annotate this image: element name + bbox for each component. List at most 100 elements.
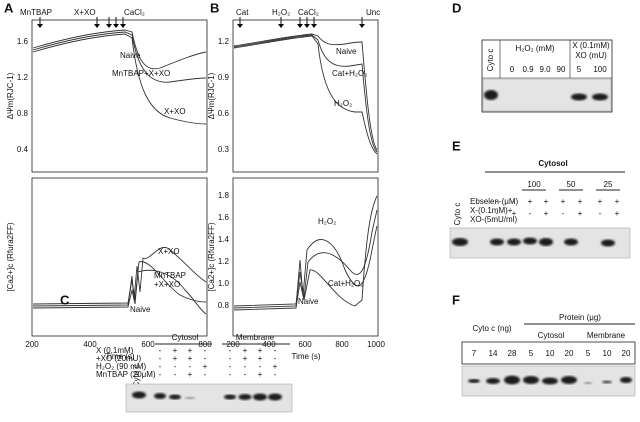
sign: + (203, 362, 208, 371)
plot-frame (232, 177, 379, 337)
y-tick-label: 1.4 (218, 235, 230, 244)
marker-label: Unc (366, 8, 380, 17)
sign: + (258, 354, 263, 363)
sign: - (259, 362, 262, 371)
lane-frame (461, 341, 636, 365)
sign: + (173, 354, 178, 363)
plot-frame (31, 177, 208, 337)
sign: + (615, 209, 620, 218)
trace-label: MnTBAP (154, 271, 186, 280)
blot (125, 383, 293, 413)
bands (132, 391, 282, 401)
x-tick-label: 400 (262, 340, 276, 349)
sign: - (174, 362, 177, 371)
trace-label: Cat+H₂O₂ (328, 279, 363, 288)
header: H₂O₂ (mM) (515, 44, 554, 53)
sign: + (188, 346, 193, 355)
row-label: X (0.1mM) (96, 346, 134, 355)
marker-label: Cat (236, 8, 249, 17)
marker-label: CaCl₂ (298, 8, 319, 17)
y-tick-label: 1.2 (218, 257, 230, 266)
y-tick-label: 0.6 (218, 109, 230, 118)
y-axis-label: ΔΨm(RJC-1) (6, 72, 15, 119)
lane-label: 14 (489, 349, 498, 358)
panel-label: A (4, 0, 14, 15)
sign: - (189, 362, 192, 371)
lane-label: 28 (508, 349, 517, 358)
panel-label: D (452, 0, 461, 15)
sign: + (188, 370, 193, 379)
sign: + (512, 209, 517, 218)
traces (233, 195, 378, 311)
lane-label: 7 (472, 349, 477, 358)
sign: - (274, 354, 277, 363)
row-label: +XO (20mU) (96, 354, 141, 363)
sign: + (188, 354, 193, 363)
trace-label: Cat+H₂O₂ (332, 69, 367, 78)
blot (482, 78, 612, 112)
trace-label: H₂O₂ (334, 99, 352, 108)
sign: + (173, 346, 178, 355)
dose-label: 100 (527, 180, 541, 189)
sign-grid: - - + + + + + + - + - + - + - + (496, 197, 620, 218)
lane-label: Cyto c (132, 365, 141, 388)
bands (484, 90, 608, 101)
sign: - (229, 362, 232, 371)
header: Protein (μg) (559, 313, 601, 322)
panel-label: E (452, 138, 461, 153)
sign: - (244, 362, 247, 371)
y-tick-label: 1.6 (17, 37, 29, 46)
sign: + (273, 362, 278, 371)
sign: + (561, 197, 566, 206)
x-tick-label: 400 (83, 340, 97, 349)
trace-label: Naive (130, 305, 151, 314)
y-tick-label: 1.6 (218, 213, 230, 222)
sign: + (528, 197, 533, 206)
sign: - (159, 370, 162, 379)
sign: + (578, 197, 583, 206)
sign: + (243, 354, 248, 363)
panel-label: F (452, 292, 460, 307)
dose-label: 50 (567, 180, 576, 189)
x-axis-label: Time (s) (291, 352, 320, 361)
marker-label: H₂O₂ (272, 8, 290, 17)
table-frame (481, 39, 613, 113)
arrows (37, 17, 126, 28)
bands (452, 237, 615, 247)
sign: - (529, 209, 532, 218)
y-tick-label: 1.2 (218, 37, 230, 46)
row-label: Ebselen-(μM) (470, 197, 519, 206)
sign: - (174, 370, 177, 379)
dose-label: 25 (604, 180, 613, 189)
y-tick-label: 0.4 (17, 145, 29, 154)
traces (32, 29, 207, 125)
trace-label: H₂O₂ (318, 217, 336, 226)
lane-label: 10 (546, 349, 555, 358)
sign-grid: - + + - - + + -- + + - - + + -- - - + - - - +- - + - - - + - (159, 346, 278, 379)
sign: + (598, 197, 603, 206)
sign: - (204, 346, 207, 355)
arrows (237, 17, 365, 28)
sign: - (204, 354, 207, 363)
group-header: Membrane (236, 333, 275, 342)
sign: - (159, 362, 162, 371)
marker-label: X+XO (74, 8, 96, 17)
trace-label: +X+XO (154, 280, 180, 289)
x-tick-label: 600 (298, 340, 312, 349)
row-label: XO-(5mU/ml) (470, 215, 517, 224)
dose-label: 0 (510, 65, 515, 74)
header: X (0.1mM) (572, 41, 610, 50)
sign: + (544, 209, 549, 218)
dose-label: 0.9 (522, 65, 534, 74)
y-tick-label: 0.8 (17, 109, 29, 118)
group-header: Cytosol (538, 331, 565, 340)
sign: + (615, 197, 620, 206)
sign: + (544, 197, 549, 206)
traces (233, 33, 378, 155)
row-label: H₂O₂ (90 mM) (96, 362, 147, 371)
sign: - (229, 354, 232, 363)
dose-label: 5 (577, 65, 582, 74)
y-tick-label: 1.2 (17, 73, 29, 82)
dose-label: 90 (557, 65, 566, 74)
